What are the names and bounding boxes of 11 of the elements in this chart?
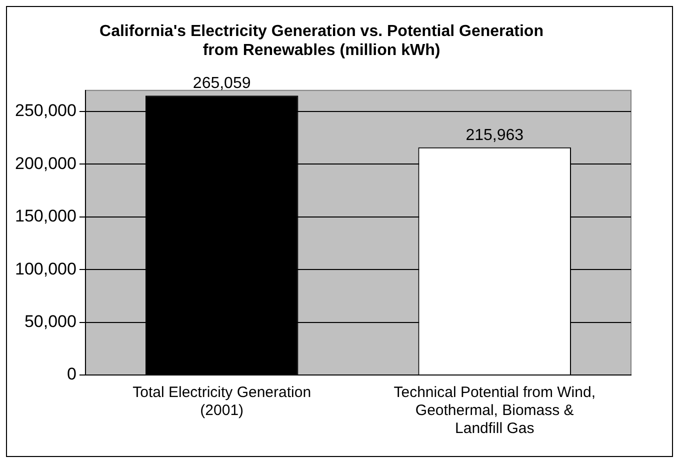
y-tick-label: 200,000 [15,154,76,173]
data-label: 215,963 [466,126,524,144]
y-tick-label: 250,000 [15,101,76,120]
y-tick-label: 50,000 [24,312,76,331]
x-tick-label: Technical Potential from Wind, Geothermal, Biomass & Landfill Gas [394,384,596,438]
y-tick-label: 100,000 [15,259,76,278]
data-label: 265,059 [192,75,251,92]
y-tick-label: 150,000 [15,206,76,226]
chart-title: California's Electricity Generation vs. Potential Generation from Renewables (million kWh) [100,23,544,60]
y-tick-label: 0 [66,364,76,384]
x-tick-label: Total Electricity Generation (2001) [132,384,312,420]
